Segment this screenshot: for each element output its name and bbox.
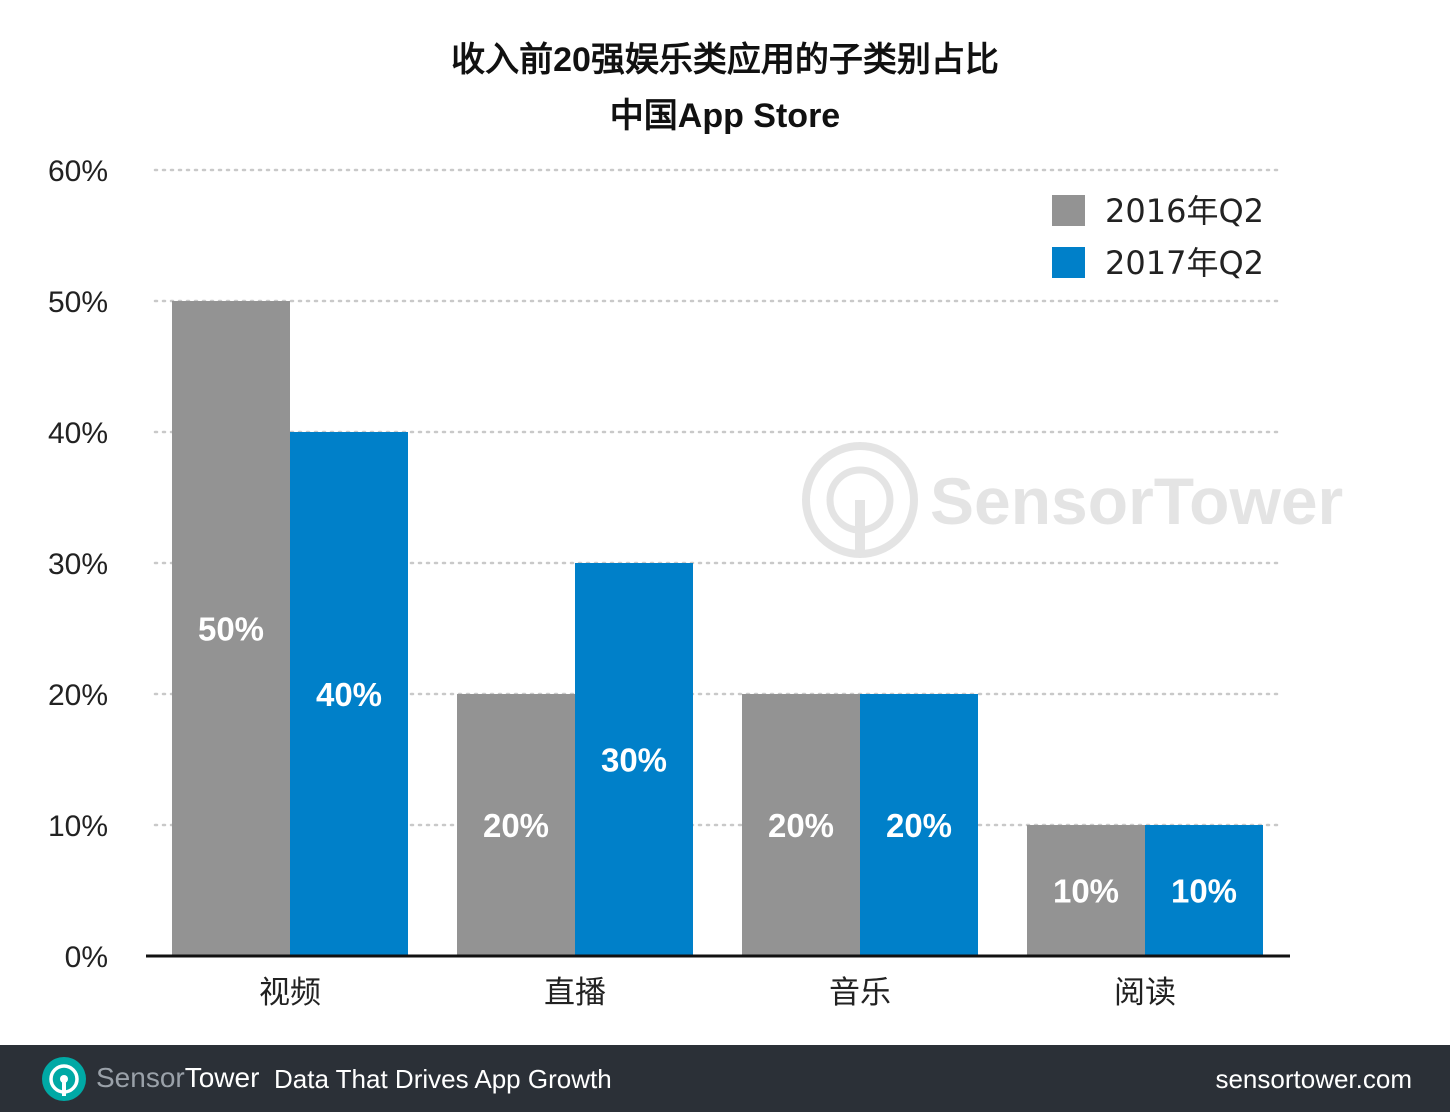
x-category-label: 音乐 <box>829 975 891 1011</box>
y-tick-label: 20% <box>48 679 108 712</box>
footer-brand-part2: Tower <box>184 1062 260 1093</box>
bar-data-label: 10% <box>1171 873 1237 910</box>
footer-brand-part1: Sensor <box>96 1062 185 1093</box>
bar-2016q2 <box>1027 825 1145 956</box>
legend-swatch <box>1052 247 1085 278</box>
legend-label: 2016年Q2 <box>1105 192 1264 230</box>
watermark-text: SensorTower <box>930 464 1343 538</box>
legend-swatch <box>1052 195 1085 226</box>
sensortower-logo-icon <box>42 1057 86 1101</box>
watermark-logo-icon <box>802 442 918 558</box>
chart-title: 收入前20强娱乐类应用的子类别占比 <box>451 41 999 79</box>
bar-data-label: 20% <box>886 807 952 844</box>
bar-data-label: 10% <box>1053 873 1119 910</box>
bar-2016q2 <box>172 301 290 956</box>
bar-data-label: 40% <box>316 676 382 713</box>
bar-2017q2 <box>860 694 978 956</box>
footer-tagline: Data That Drives App Growth <box>274 1064 612 1094</box>
chart-subtitle: 中国App Store <box>609 97 841 135</box>
chart-area: 收入前20强娱乐类应用的子类别占比 中国App Store SensorTowe… <box>48 41 1343 1011</box>
y-tick-label: 10% <box>48 810 108 843</box>
x-category-label: 阅读 <box>1114 975 1176 1011</box>
watermark-logo-ring <box>826 466 894 534</box>
bar-data-label: 50% <box>198 611 264 648</box>
footer-bar: SensorTower Data That Drives App Growth … <box>0 1045 1450 1112</box>
bar-2016q2 <box>742 694 860 956</box>
y-tick-label: 50% <box>48 286 108 319</box>
y-tick-label: 0% <box>65 941 108 974</box>
legend-label: 2017年Q2 <box>1105 244 1264 282</box>
y-tick-label: 40% <box>48 417 108 450</box>
y-tick-label: 60% <box>48 155 108 188</box>
bar-2017q2 <box>575 563 693 956</box>
bar-chart: SensorTower 0% 10% 20% 30% 40% 50% 60% 50% 40% 视频 2… <box>48 155 1343 1011</box>
watermark-logo-stem <box>855 500 865 556</box>
bar-2017q2 <box>1145 825 1263 956</box>
bar-2016q2 <box>457 694 575 956</box>
footer-brand: SensorTower <box>96 1061 259 1095</box>
bar-data-label: 30% <box>601 742 667 779</box>
bar-data-label: 20% <box>768 807 834 844</box>
x-category-label: 直播 <box>544 975 606 1011</box>
sensortower-watermark: SensorTower <box>802 442 1343 558</box>
bar-2017q2 <box>290 432 408 956</box>
bar-data-label: 20% <box>483 807 549 844</box>
y-tick-label: 30% <box>48 548 108 581</box>
footer-url[interactable]: sensortower.com <box>1215 1064 1412 1094</box>
x-category-label: 视频 <box>259 975 321 1011</box>
